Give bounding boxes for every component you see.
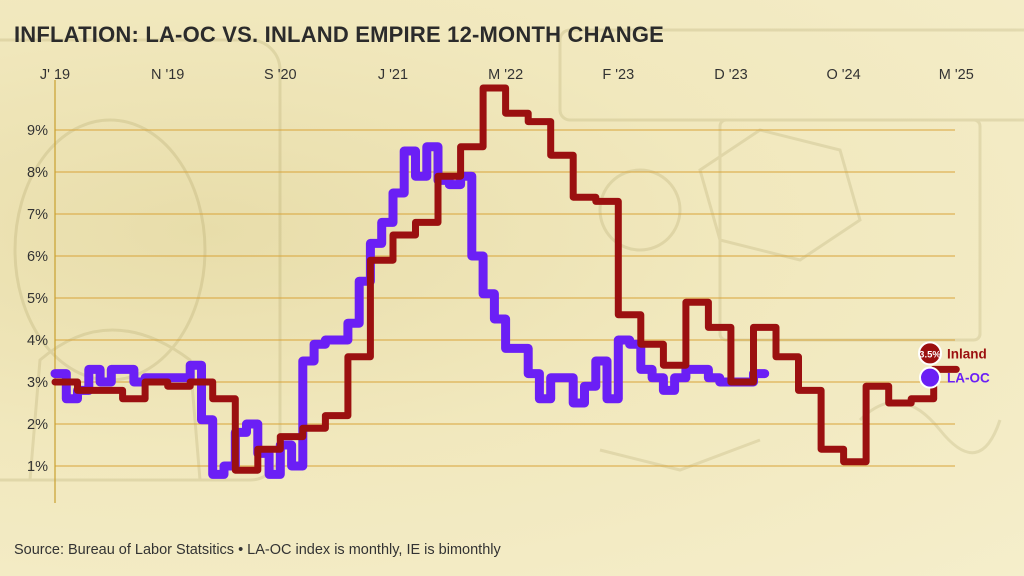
source-note: Source: Bureau of Labor Statsitics • LA-… (14, 542, 501, 558)
end-labels: 3.5% Inland LA-OC (918, 341, 990, 389)
y-tick-label: 2% (27, 417, 48, 433)
y-tick-label: 1% (27, 459, 48, 475)
x-tick-label: D '23 (714, 67, 747, 83)
x-tick-label: O '24 (826, 67, 860, 83)
series-line-inland (51, 84, 960, 474)
x-tick-label: J' 19 (40, 67, 70, 83)
la-oc-end-marker (919, 366, 941, 389)
inland-end-value: 3.5% (919, 349, 941, 360)
y-tick-label: 8% (27, 165, 48, 181)
x-axis-ticks: J' 19 N '19 S '20 J '21 M '22 F '23 D '23 O '24… (40, 67, 974, 83)
series-line-la-oc (50, 142, 770, 479)
chart-title: INFLATION: LA-OC VS. INLAND EMPIRE 12-MO… (14, 22, 665, 47)
inland-end-marker (918, 341, 942, 366)
x-tick-label: M '25 (939, 67, 974, 83)
x-tick-label: J '21 (378, 67, 408, 83)
y-axis-ticks: 1% 2% 3% 4% 5% 6% 7% 8% 9% (27, 123, 48, 475)
y-tick-label: 5% (27, 291, 48, 307)
x-tick-label: N '19 (151, 67, 184, 83)
y-tick-label: 6% (27, 249, 48, 265)
x-tick-label: M '22 (488, 67, 523, 83)
y-tick-label: 3% (27, 375, 48, 391)
x-tick-label: S '20 (264, 67, 297, 83)
series-layer (50, 84, 960, 479)
y-tick-label: 4% (27, 333, 48, 349)
y-tick-label: 9% (27, 123, 48, 139)
inland-series-label: Inland (947, 346, 987, 361)
x-tick-label: F '23 (602, 67, 634, 83)
la-oc-series-label: LA-OC (947, 371, 990, 386)
y-tick-label: 7% (27, 207, 48, 223)
